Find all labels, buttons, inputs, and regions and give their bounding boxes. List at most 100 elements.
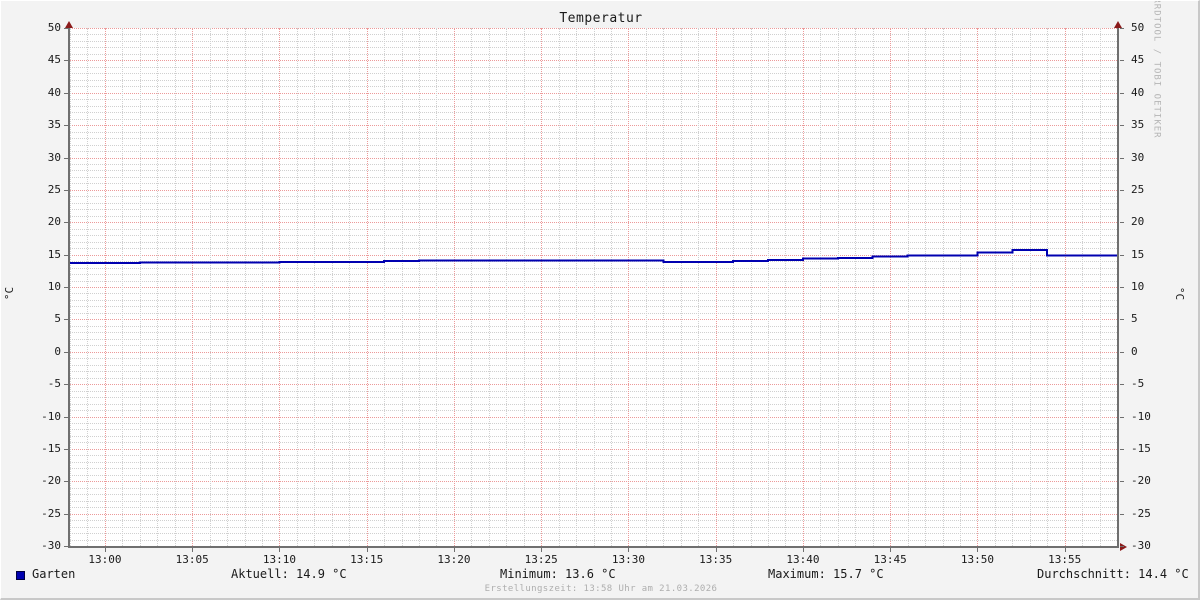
- page-title: Temperatur: [559, 11, 643, 26]
- x-tick: [890, 548, 892, 552]
- legend-row: Garten Aktuell: 14.9 °C Minimum: 13.6 °C…: [1, 567, 1198, 585]
- x-tick: [977, 548, 979, 552]
- x-axis-tick-label: 13:15: [350, 553, 384, 566]
- x-tick: [1064, 548, 1066, 552]
- y-axis-tick-label-left: -10: [41, 409, 61, 423]
- y-axis-tick-label-left: 20: [47, 215, 61, 229]
- y-axis-tick-label-right: -30: [1131, 539, 1151, 552]
- x-axis-tick-label: 13:35: [699, 553, 733, 566]
- y-tick-left: [64, 351, 68, 353]
- x-axis-tick-label: 13:40: [786, 553, 820, 566]
- y-axis-left-line: [68, 28, 70, 548]
- y-axis-tick-label-right: 20: [1131, 215, 1145, 229]
- x-axis-tick-label: 13:00: [88, 553, 122, 566]
- y-axis-tick-label-right: -10: [1131, 409, 1151, 423]
- y-tick-left: [64, 189, 68, 191]
- y-axis-right-line: [1117, 28, 1119, 548]
- y-axis-unit-right: °C: [1173, 286, 1187, 301]
- y-axis-tick-label-right: 40: [1131, 85, 1145, 99]
- y-tick-right: [1120, 254, 1124, 256]
- stat-average: Durchschnitt: 14.4 °C: [1037, 567, 1189, 581]
- y-tick-right: [1120, 546, 1124, 547]
- x-axis-tick-label: 13:05: [175, 553, 209, 566]
- stat-current: Aktuell: 14.9 °C: [231, 567, 347, 581]
- y-tick-left: [64, 60, 68, 62]
- y-axis-tick-label-left: 45: [47, 53, 61, 67]
- y-tick-left: [64, 416, 68, 418]
- x-tick: [802, 548, 804, 552]
- y-tick-left: [64, 92, 68, 94]
- y-axis-tick-label-left: -15: [41, 441, 61, 455]
- y-axis-tick-label-left: 50: [47, 21, 61, 34]
- legend-swatch-garten: [16, 571, 25, 580]
- y-axis-tick-label-left: 35: [47, 118, 61, 132]
- x-axis-tick-label: 13:30: [611, 553, 645, 566]
- y-axis-tick-label-right: 5: [1131, 312, 1138, 326]
- y-axis-tick-label-right: 35: [1131, 118, 1145, 132]
- x-tick: [366, 548, 368, 552]
- y-tick-right: [1120, 351, 1124, 353]
- y-tick-right: [1120, 416, 1124, 418]
- y-axis-tick-label-right: -15: [1131, 441, 1151, 455]
- y-tick-left: [64, 513, 68, 515]
- y-tick-left: [64, 448, 68, 450]
- series-garten-line: [70, 249, 1117, 265]
- y-tick-left: [64, 254, 68, 256]
- y-tick-right: [1120, 125, 1124, 127]
- y-tick-right: [1120, 60, 1124, 62]
- y-axis-tick-label-left: 25: [47, 182, 61, 196]
- x-axis-line: [68, 546, 1119, 548]
- x-tick: [715, 548, 717, 552]
- y-tick-right: [1120, 481, 1124, 483]
- y-tick-right: [1120, 448, 1124, 450]
- y-axis-tick-label-left: 30: [47, 150, 61, 164]
- x-tick: [192, 548, 194, 552]
- y-tick-left: [64, 319, 68, 321]
- x-axis-tick-label: 13:10: [262, 553, 296, 566]
- x-tick: [104, 548, 106, 552]
- x-axis-tick-label: 13:45: [873, 553, 907, 566]
- x-tick: [541, 548, 543, 552]
- y-axis-tick-label-left: 40: [47, 85, 61, 99]
- y-tick-right: [1120, 384, 1124, 386]
- x-axis-tick-label: 13:55: [1048, 553, 1082, 566]
- series-path-garten: [70, 249, 1117, 265]
- y-axis-tick-label-left: 10: [47, 280, 61, 293]
- x-axis-tick-label: 13:25: [524, 553, 558, 566]
- y-axis-tick-label-left: 15: [47, 247, 61, 261]
- y-tick-left: [64, 384, 68, 386]
- y-tick-right: [1120, 28, 1124, 29]
- y-axis-right-arrow-icon: [1114, 21, 1122, 28]
- y-tick-right: [1120, 513, 1124, 515]
- y-axis-tick-label-right: 30: [1131, 150, 1145, 164]
- y-axis-tick-label-right: 50: [1131, 21, 1145, 34]
- x-tick: [453, 548, 455, 552]
- y-axis-tick-label-left: 5: [54, 312, 61, 326]
- y-axis-tick-label-right: 10: [1131, 280, 1145, 293]
- y-axis-tick-label-right: 0: [1131, 344, 1138, 358]
- x-axis-arrow-icon: [1120, 543, 1127, 551]
- stat-maximum: Maximum: 15.7 °C: [768, 567, 884, 581]
- y-tick-left: [64, 222, 68, 224]
- y-axis-tick-label-right: 45: [1131, 53, 1145, 67]
- x-tick: [279, 548, 281, 552]
- y-axis-left-arrow-icon: [65, 21, 73, 28]
- y-tick-left: [64, 287, 68, 288]
- y-tick-right: [1120, 222, 1124, 224]
- creation-timestamp: Erstellungszeit: 13:58 Uhr am 21.03.2026: [484, 584, 718, 594]
- y-tick-left: [64, 481, 68, 483]
- y-tick-left: [64, 28, 68, 29]
- y-axis-tick-label-left: -25: [41, 506, 61, 520]
- x-axis-tick-label: 13:50: [960, 553, 994, 566]
- y-axis-unit-left: °C: [3, 286, 17, 301]
- y-axis-tick-label-right: -25: [1131, 506, 1151, 520]
- y-axis-tick-label-right: -5: [1131, 377, 1145, 391]
- y-axis-tick-label-left: -30: [41, 539, 61, 552]
- y-axis-tick-label-right: -20: [1131, 474, 1151, 488]
- legend-label-garten: Garten: [32, 567, 76, 581]
- y-tick-left: [64, 546, 68, 547]
- y-tick-right: [1120, 319, 1124, 321]
- plot-area: [70, 28, 1118, 547]
- x-tick: [628, 548, 630, 552]
